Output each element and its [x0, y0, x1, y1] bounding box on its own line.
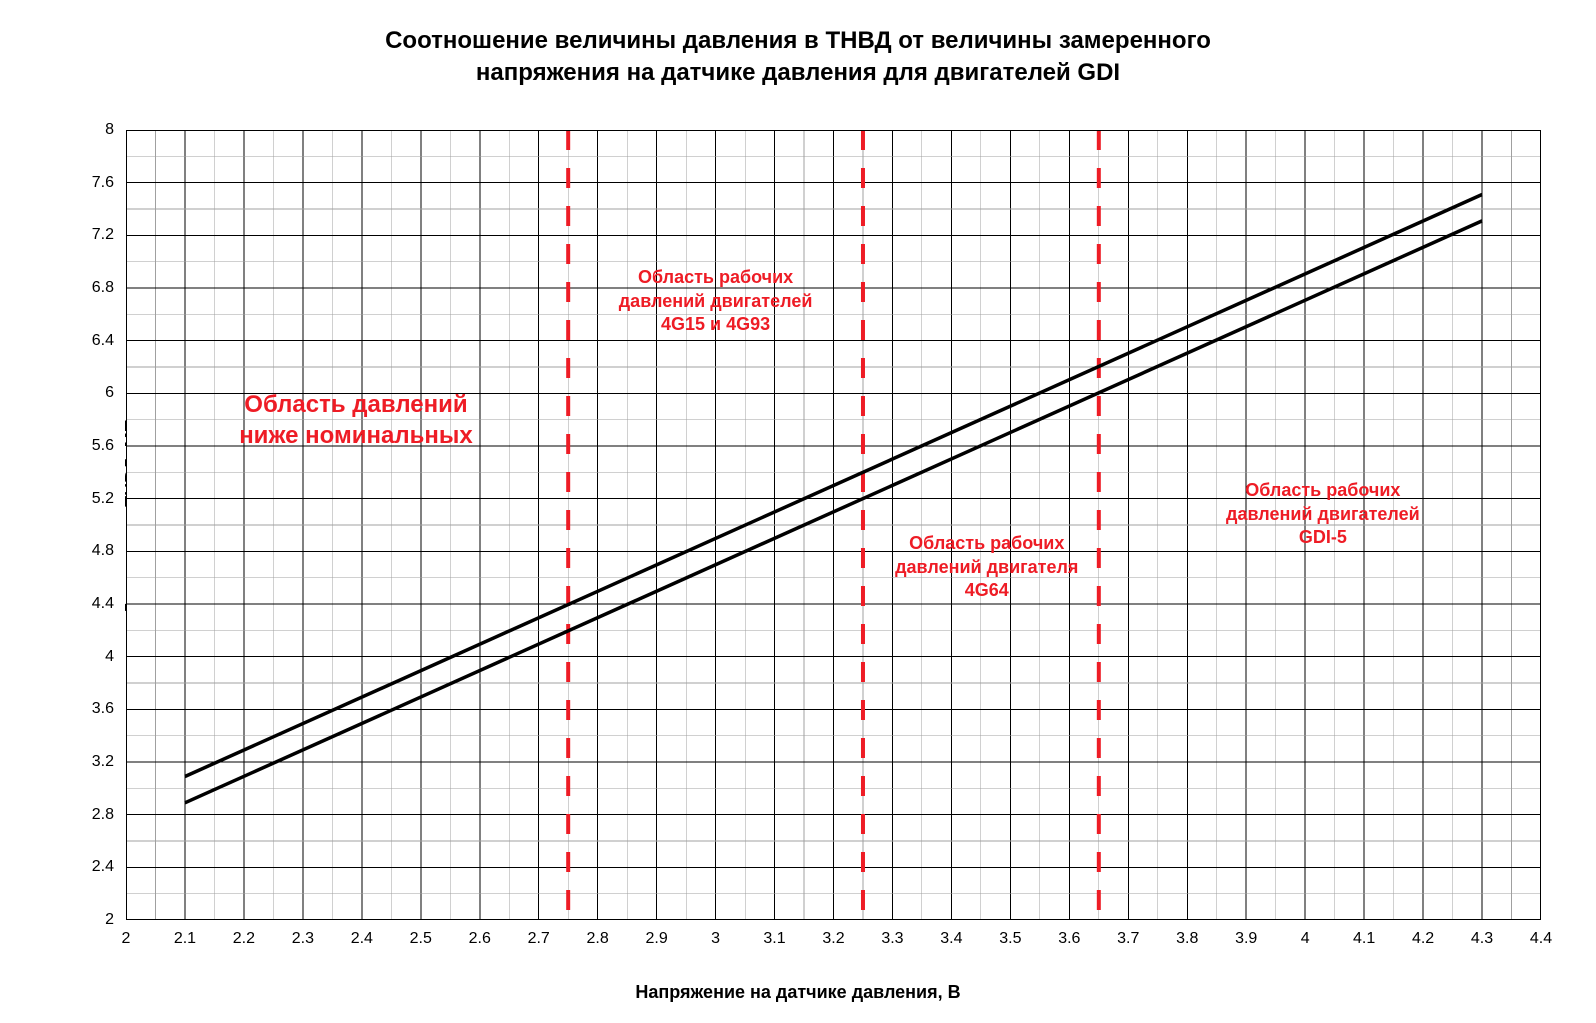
x-tick-label: 4 — [1301, 930, 1310, 948]
anno-4g15-4g93: Область рабочих давлений двигателей 4G15… — [619, 266, 813, 336]
x-tick-label: 2.7 — [528, 930, 550, 948]
y-tick-label: 4 — [105, 648, 114, 666]
x-tick-label: 3.5 — [999, 930, 1021, 948]
x-tick-label: 3.4 — [940, 930, 962, 948]
x-tick-label: 2.8 — [587, 930, 609, 948]
x-tick-label: 3.9 — [1235, 930, 1257, 948]
x-tick-label: 3.1 — [763, 930, 785, 948]
y-tick-label: 5.6 — [92, 437, 114, 455]
y-tick-label: 6.8 — [92, 279, 114, 297]
y-tick-label: 8 — [105, 121, 114, 139]
x-tick-label: 2.1 — [174, 930, 196, 948]
x-tick-label: 2.9 — [646, 930, 668, 948]
y-tick-label: 2 — [105, 911, 114, 929]
chart-title-line-2: напряжения на датчике давления для двига… — [476, 59, 1120, 86]
x-tick-label: 3.8 — [1176, 930, 1198, 948]
x-tick-label: 3.6 — [1058, 930, 1080, 948]
x-tick-label: 4.4 — [1530, 930, 1552, 948]
y-tick-label: 2.8 — [92, 806, 114, 824]
x-tick-label: 2.4 — [351, 930, 373, 948]
x-tick-label: 2 — [122, 930, 131, 948]
y-tick-label: 2.4 — [92, 858, 114, 876]
x-tick-label: 3.2 — [822, 930, 844, 948]
y-tick-label: 6.4 — [92, 332, 114, 350]
x-tick-label: 4.1 — [1353, 930, 1375, 948]
y-tick-label: 3.2 — [92, 753, 114, 771]
anno-4g64: Область рабочих давлений двигателя 4G64 — [895, 532, 1078, 602]
x-tick-label: 3.7 — [1117, 930, 1139, 948]
chart-title: Соотношение величины давления в ТНВД от … — [0, 25, 1596, 90]
chart-page: { "chart": { "type": "line", "title_line… — [0, 0, 1596, 1023]
chart-title-line-1: Соотношение величины давления в ТНВД от … — [385, 27, 1211, 54]
y-tick-label: 6 — [105, 384, 114, 402]
anno-below-nominal: Область давлений ниже номинальных — [239, 388, 473, 450]
y-tick-label: 4.4 — [92, 595, 114, 613]
y-tick-label: 5.2 — [92, 490, 114, 508]
y-tick-label: 7.2 — [92, 226, 114, 244]
y-tick-label: 7.6 — [92, 174, 114, 192]
x-tick-label: 2.6 — [469, 930, 491, 948]
x-tick-label: 2.3 — [292, 930, 314, 948]
x-tick-label: 2.2 — [233, 930, 255, 948]
x-tick-label: 3.3 — [881, 930, 903, 948]
y-tick-label: 3.6 — [92, 700, 114, 718]
x-tick-label: 4.3 — [1471, 930, 1493, 948]
anno-gdi5: Область рабочих давлений двигателей GDI-… — [1226, 479, 1420, 549]
x-tick-label: 2.5 — [410, 930, 432, 948]
x-axis-label: Напряжение на датчике давления, В — [0, 982, 1596, 1003]
y-tick-label: 4.8 — [92, 542, 114, 560]
x-tick-label: 4.2 — [1412, 930, 1434, 948]
x-tick-label: 3 — [711, 930, 720, 948]
